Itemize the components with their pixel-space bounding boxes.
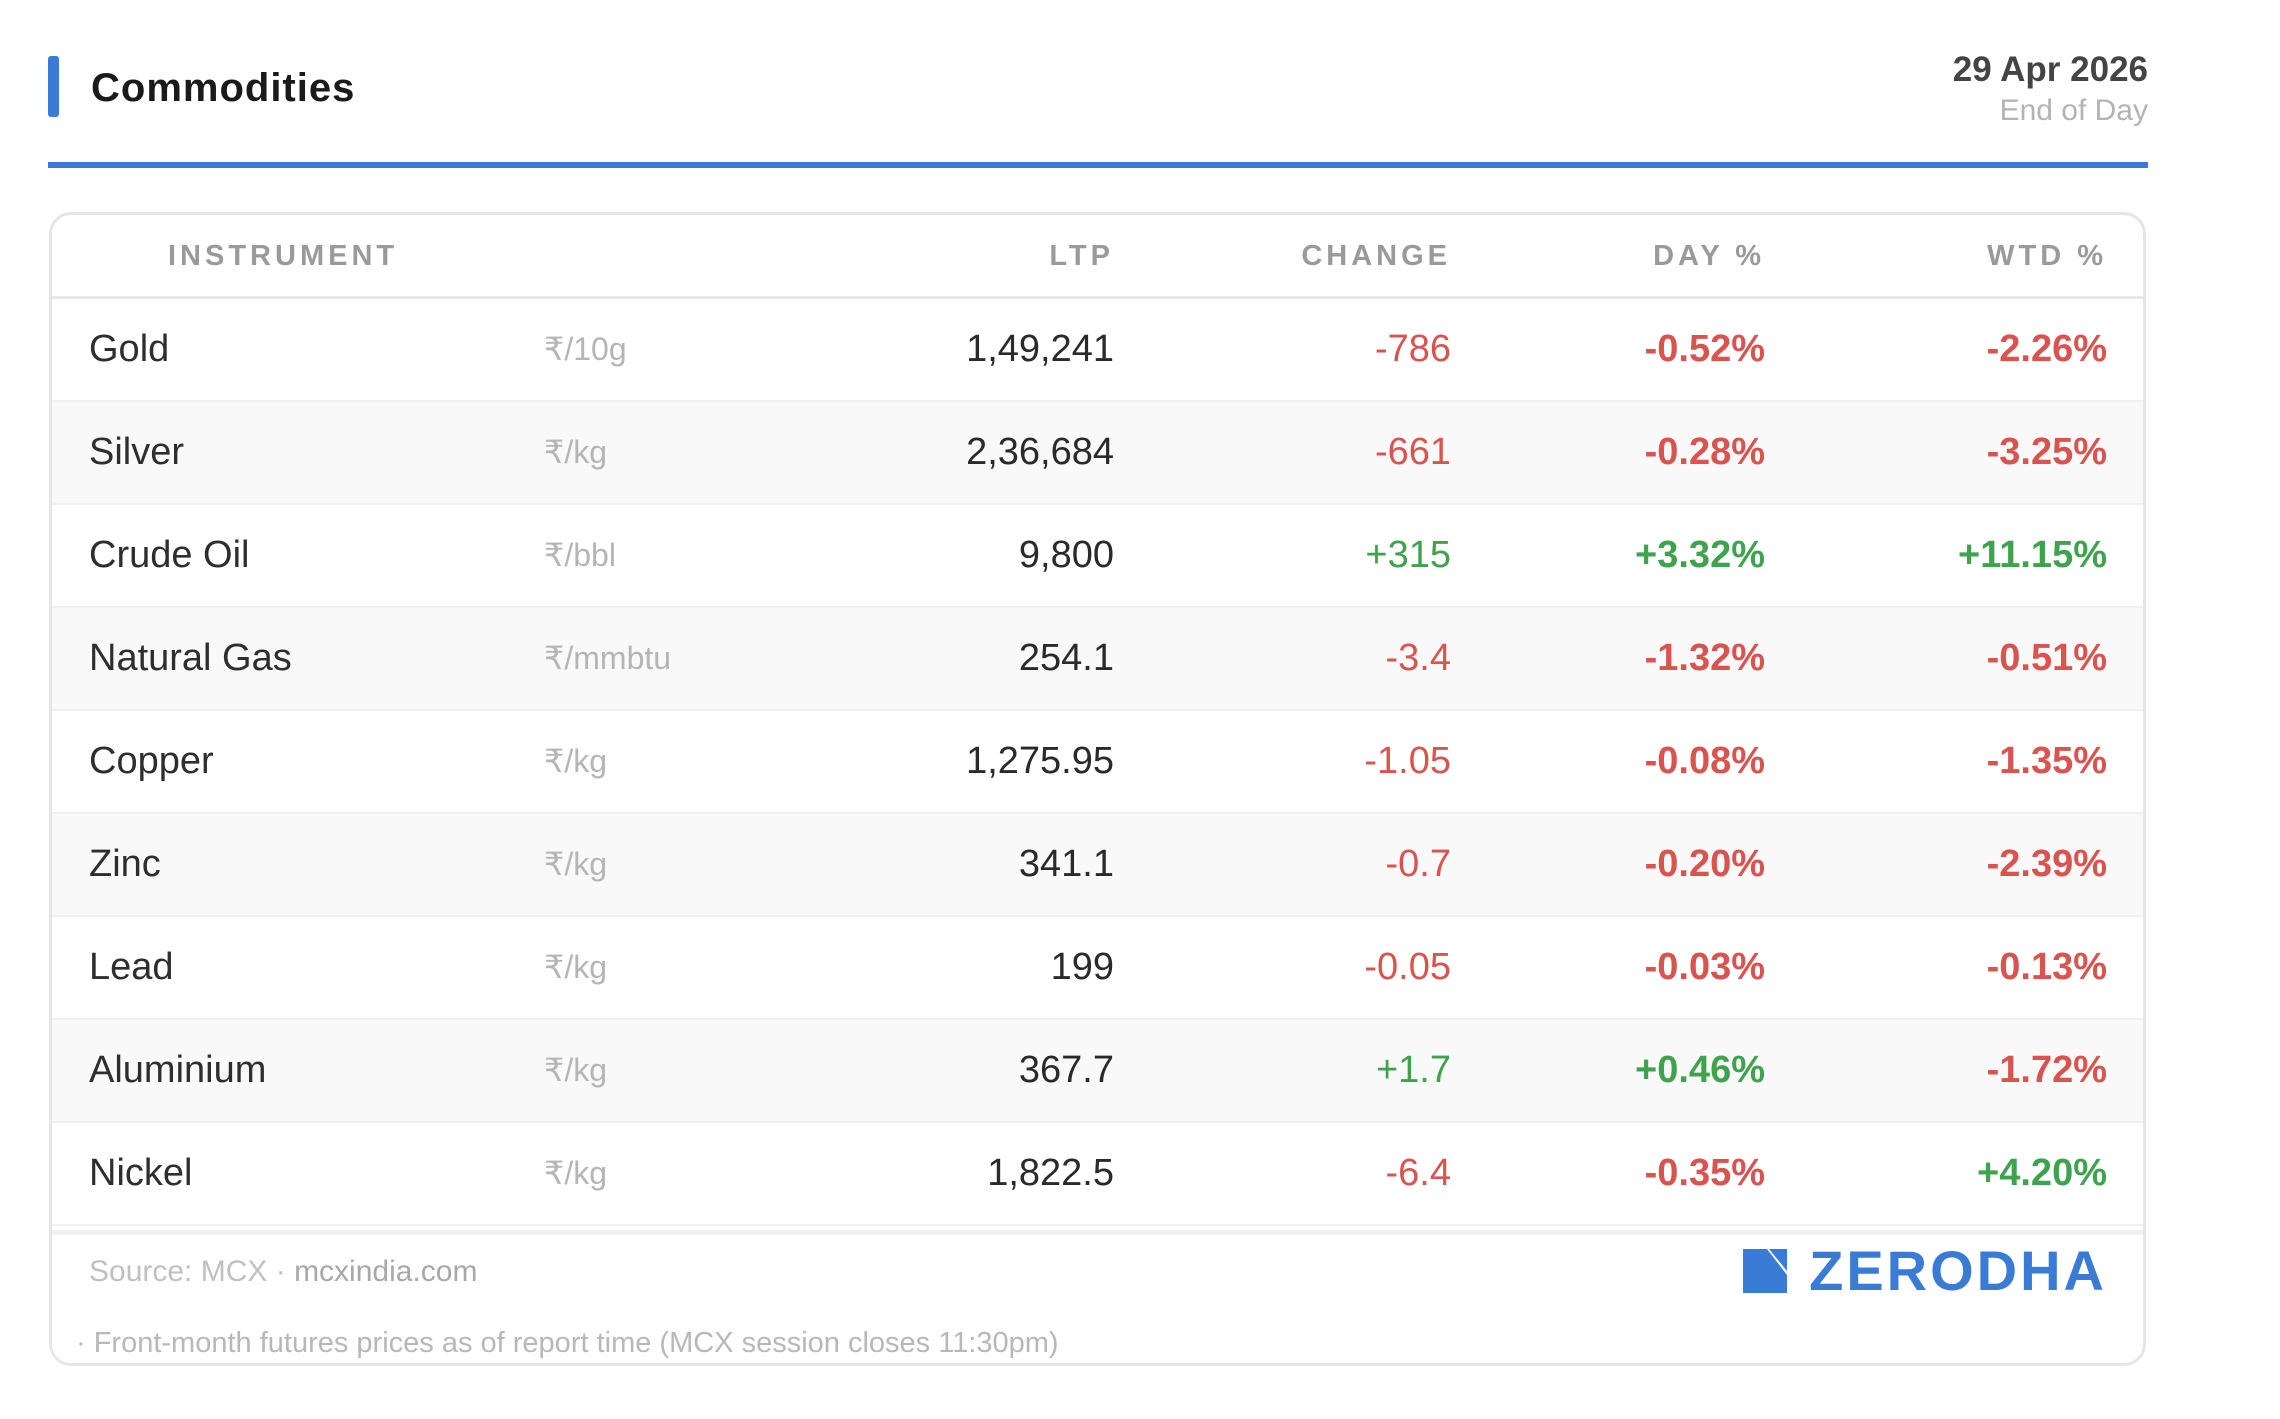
instrument-unit: ₹/bbl — [544, 537, 616, 573]
day-pct-value: -0.08% — [1644, 740, 1765, 782]
instrument-unit: ₹/kg — [544, 1052, 608, 1088]
wtd-pct-value: -1.35% — [1986, 740, 2107, 782]
source-site: mcxindia.com — [294, 1255, 478, 1288]
change-value: -1.05 — [1364, 740, 1451, 782]
table-row: Crude Oil ₹/bbl 9,800 +315 +3.32% +11.15% — [52, 505, 2143, 608]
page-title: Commodities — [91, 66, 356, 110]
wtd-pct-value: -3.25% — [1986, 431, 2107, 473]
instrument-unit: ₹/kg — [544, 434, 608, 470]
date-block: 29 Apr 2026 End of Day — [1953, 48, 2148, 130]
column-header-wtd-pct: WTD % — [1987, 240, 2107, 272]
instrument-name: Aluminium — [89, 1049, 267, 1091]
day-pct-value: +3.32% — [1635, 534, 1765, 576]
table-body: Gold ₹/10g 1,49,241 -786 -0.52% -2.26% Silver ₹… — [52, 299, 2143, 1226]
wtd-pct-value: -0.13% — [1986, 946, 2107, 988]
title-accent-bar — [48, 56, 59, 117]
change-value: -6.4 — [1385, 1152, 1451, 1194]
zerodha-logo-icon — [1743, 1249, 1788, 1293]
instrument-name: Crude Oil — [89, 534, 250, 576]
instrument-name: Lead — [89, 946, 174, 988]
change-value: +1.7 — [1375, 1049, 1451, 1091]
instrument-name: Copper — [89, 740, 214, 782]
ltp-value: 341.1 — [1018, 843, 1114, 885]
column-header-change: CHANGE — [1301, 240, 1451, 272]
column-header-instrument: INSTRUMENT — [168, 240, 399, 272]
source-line: Source: MCX · mcxindia.com — [89, 1253, 477, 1291]
day-pct-value: -0.35% — [1644, 1152, 1765, 1194]
ltp-value: 1,49,241 — [966, 328, 1114, 370]
ltp-value: 2,36,684 — [966, 431, 1114, 473]
change-value: -0.7 — [1385, 843, 1451, 885]
commodities-table-card: INSTRUMENT LTP CHANGE DAY % WTD % Gold ₹/… — [49, 212, 2146, 1366]
day-pct-value: -0.20% — [1644, 843, 1765, 885]
instrument-name: Nickel — [89, 1152, 193, 1194]
report-date: 29 Apr 2026 — [1952, 50, 2148, 89]
ltp-value: 199 — [1050, 946, 1114, 988]
source-prefix: Source: MCX · — [89, 1255, 295, 1288]
footer-divider — [52, 1230, 2143, 1235]
ltp-value: 254.1 — [1018, 637, 1114, 679]
report-type: End of Day — [1999, 94, 2148, 127]
day-pct-value: -0.28% — [1644, 431, 1765, 473]
header-divider — [48, 162, 2148, 168]
day-pct-value: +0.46% — [1635, 1049, 1765, 1091]
instrument-name: Silver — [89, 431, 185, 473]
table-row: Natural Gas ₹/mmbtu 254.1 -3.4 -1.32% -0.51% — [52, 608, 2143, 711]
change-value: -786 — [1374, 328, 1451, 370]
instrument-name: Gold — [89, 328, 170, 370]
instrument-unit: ₹/kg — [544, 743, 608, 779]
column-header-day-pct: DAY % — [1653, 240, 1765, 272]
ltp-value: 1,275.95 — [966, 740, 1114, 782]
table-row: Aluminium ₹/kg 367.7 +1.7 +0.46% -1.72% — [52, 1020, 2143, 1123]
footnote: · Front-month futures prices as of repor… — [76, 1327, 1059, 1359]
change-value: +315 — [1365, 534, 1451, 576]
instrument-name: Zinc — [89, 843, 161, 885]
ltp-value: 9,800 — [1018, 534, 1114, 576]
wtd-pct-value: +11.15% — [1958, 534, 2107, 576]
day-pct-value: -1.32% — [1644, 637, 1765, 679]
change-value: -661 — [1374, 431, 1451, 473]
instrument-unit: ₹/kg — [544, 846, 608, 882]
table-row: Zinc ₹/kg 341.1 -0.7 -0.20% -2.39% — [52, 814, 2143, 917]
table-row: Nickel ₹/kg 1,822.5 -6.4 -0.35% +4.20% — [52, 1123, 2143, 1226]
instrument-unit: ₹/10g — [544, 331, 627, 367]
instrument-unit: ₹/kg — [544, 1155, 608, 1191]
brand: ZERODHA — [1743, 1243, 2107, 1299]
change-value: -0.05 — [1364, 946, 1451, 988]
table-row: Silver ₹/kg 2,36,684 -661 -0.28% -3.25% — [52, 402, 2143, 505]
wtd-pct-value: -0.51% — [1986, 637, 2107, 679]
instrument-unit: ₹/kg — [544, 949, 608, 985]
ltp-value: 367.7 — [1018, 1049, 1114, 1091]
day-pct-value: -0.52% — [1644, 328, 1765, 370]
day-pct-value: -0.03% — [1644, 946, 1765, 988]
wtd-pct-value: -1.72% — [1986, 1049, 2107, 1091]
wtd-pct-value: -2.39% — [1986, 843, 2107, 885]
table-row: Gold ₹/10g 1,49,241 -786 -0.52% -2.26% — [52, 299, 2143, 402]
table-row: Copper ₹/kg 1,275.95 -1.05 -0.08% -1.35% — [52, 711, 2143, 814]
change-value: -3.4 — [1385, 637, 1451, 679]
wtd-pct-value: -2.26% — [1986, 328, 2107, 370]
wtd-pct-value: +4.20% — [1977, 1152, 2107, 1194]
table-row: Lead ₹/kg 199 -0.05 -0.03% -0.13% — [52, 917, 2143, 1020]
ltp-value: 1,822.5 — [987, 1152, 1114, 1194]
table-header: INSTRUMENT LTP CHANGE DAY % WTD % — [52, 215, 2143, 299]
column-header-ltp: LTP — [1049, 240, 1114, 272]
instrument-unit: ₹/mmbtu — [544, 640, 672, 676]
brand-name: ZERODHA — [1809, 1239, 2107, 1302]
instrument-name: Natural Gas — [89, 637, 292, 679]
